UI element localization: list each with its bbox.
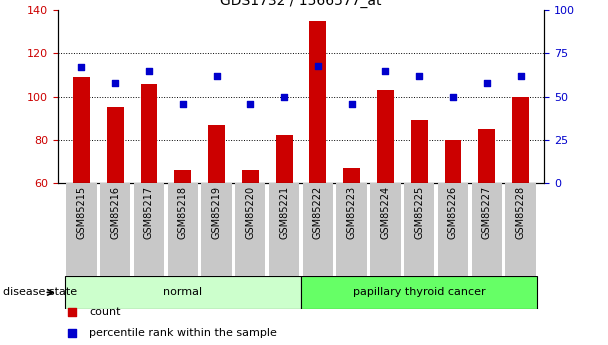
FancyBboxPatch shape xyxy=(438,183,468,276)
Bar xyxy=(275,136,292,183)
Point xyxy=(77,65,86,70)
FancyBboxPatch shape xyxy=(100,183,130,276)
Text: GSM85228: GSM85228 xyxy=(516,186,525,239)
Point xyxy=(110,80,120,86)
Text: GSM85223: GSM85223 xyxy=(347,186,357,239)
Point xyxy=(67,309,77,315)
Text: GSM85219: GSM85219 xyxy=(212,186,221,239)
Point xyxy=(313,63,323,68)
FancyBboxPatch shape xyxy=(168,183,198,276)
Text: GSM85220: GSM85220 xyxy=(245,186,255,239)
Bar xyxy=(174,170,191,183)
FancyBboxPatch shape xyxy=(472,183,502,276)
Point xyxy=(212,73,221,79)
Text: normal: normal xyxy=(163,287,202,297)
Text: percentile rank within the sample: percentile rank within the sample xyxy=(89,328,277,338)
Title: GDS1732 / 1566577_at: GDS1732 / 1566577_at xyxy=(220,0,382,8)
FancyBboxPatch shape xyxy=(404,183,434,276)
Text: GSM85222: GSM85222 xyxy=(313,186,323,239)
Text: papillary thyroid cancer: papillary thyroid cancer xyxy=(353,287,486,297)
Point xyxy=(516,73,525,79)
Bar xyxy=(478,129,495,183)
Text: GSM85227: GSM85227 xyxy=(482,186,492,239)
Text: GSM85216: GSM85216 xyxy=(110,186,120,239)
Point xyxy=(448,94,458,99)
Text: GSM85218: GSM85218 xyxy=(178,186,188,239)
Text: disease state: disease state xyxy=(3,287,77,297)
FancyBboxPatch shape xyxy=(64,276,301,309)
FancyBboxPatch shape xyxy=(235,183,266,276)
Bar xyxy=(140,84,157,183)
Text: GSM85217: GSM85217 xyxy=(144,186,154,239)
Bar xyxy=(377,90,394,183)
FancyBboxPatch shape xyxy=(505,183,536,276)
FancyBboxPatch shape xyxy=(201,183,232,276)
Bar xyxy=(411,120,427,183)
Point xyxy=(246,101,255,106)
FancyBboxPatch shape xyxy=(303,183,333,276)
Text: GSM85215: GSM85215 xyxy=(77,186,86,239)
Text: GSM85224: GSM85224 xyxy=(381,186,390,239)
Bar xyxy=(107,107,123,183)
FancyBboxPatch shape xyxy=(66,183,97,276)
Point xyxy=(482,80,492,86)
Text: GSM85226: GSM85226 xyxy=(448,186,458,239)
FancyBboxPatch shape xyxy=(370,183,401,276)
Text: GSM85225: GSM85225 xyxy=(414,186,424,239)
Bar xyxy=(512,97,529,183)
FancyBboxPatch shape xyxy=(134,183,164,276)
Point xyxy=(279,94,289,99)
Bar xyxy=(242,170,259,183)
Point xyxy=(144,68,154,73)
Text: count: count xyxy=(89,307,121,317)
Text: GSM85221: GSM85221 xyxy=(279,186,289,239)
Bar xyxy=(309,21,326,183)
Point xyxy=(347,101,356,106)
Point xyxy=(414,73,424,79)
FancyBboxPatch shape xyxy=(336,183,367,276)
Bar xyxy=(73,77,90,183)
Bar xyxy=(343,168,360,183)
Point xyxy=(381,68,390,73)
Point xyxy=(178,101,188,106)
Bar xyxy=(208,125,225,183)
FancyBboxPatch shape xyxy=(269,183,299,276)
Point xyxy=(67,331,77,336)
Bar xyxy=(444,140,461,183)
FancyBboxPatch shape xyxy=(301,276,537,309)
